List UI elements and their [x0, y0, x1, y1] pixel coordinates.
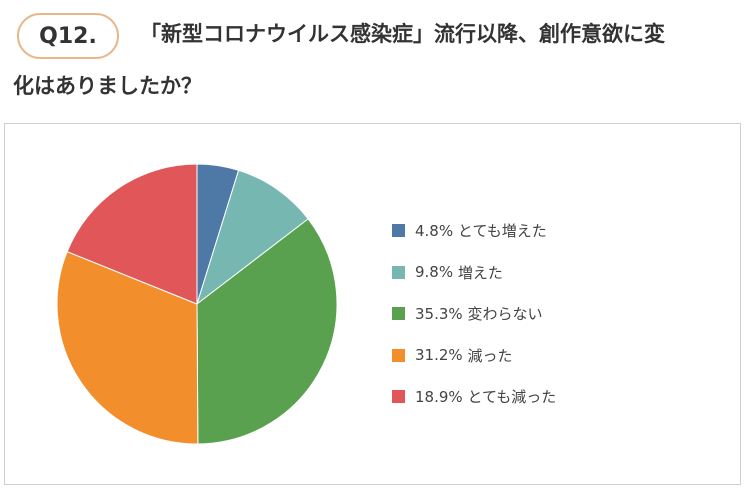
legend-item-2: 9.8% 増えた: [392, 252, 556, 294]
pie-chart: [56, 163, 338, 445]
legend-label: とても増えた: [457, 222, 547, 241]
legend-swatch: [392, 348, 405, 362]
pie-slice-2: [196, 169, 309, 306]
legend-swatch: [392, 265, 405, 279]
legend-item-1: 4.8% とても増えた: [392, 210, 556, 252]
question-text-line2: 化はありましたか？: [13, 74, 202, 98]
legend-swatch: [392, 307, 405, 321]
legend-item-4: 31.2% 減った: [392, 335, 556, 377]
legend-item-5: 18.9% とても減った: [392, 376, 556, 418]
legend-percent: 31.2%: [415, 346, 463, 365]
chart-panel: 4.8% とても増えた 9.8% 増えた 35.3% 変わらない 31.2% 減った 1…: [4, 123, 741, 485]
legend-item-3: 35.3% 変わらない: [392, 293, 556, 335]
question-number: Q12.: [39, 23, 97, 49]
question-number-badge: Q12.: [17, 13, 119, 59]
legend-label: 減った: [467, 346, 513, 365]
pie-slice-4: [56, 250, 199, 445]
legend-percent: 9.8%: [415, 263, 454, 282]
legend-percent: 35.3%: [415, 304, 463, 323]
pie-slice-5: [66, 163, 198, 305]
legend-label: とても減った: [467, 388, 557, 407]
legend-label: 変わらない: [467, 305, 543, 324]
legend-percent: 18.9%: [415, 387, 463, 406]
legend-label: 増えた: [457, 263, 503, 282]
chart-legend: 4.8% とても増えた 9.8% 増えた 35.3% 変わらない 31.2% 減った 1…: [392, 210, 556, 418]
legend-swatch: [392, 390, 405, 404]
pie-slice-3: [196, 218, 338, 445]
question-text-line1: 「新型コロナウイルス感染症」流行以降、創作意欲に変: [140, 22, 665, 46]
legend-percent: 4.8%: [415, 221, 454, 240]
legend-swatch: [392, 224, 405, 238]
